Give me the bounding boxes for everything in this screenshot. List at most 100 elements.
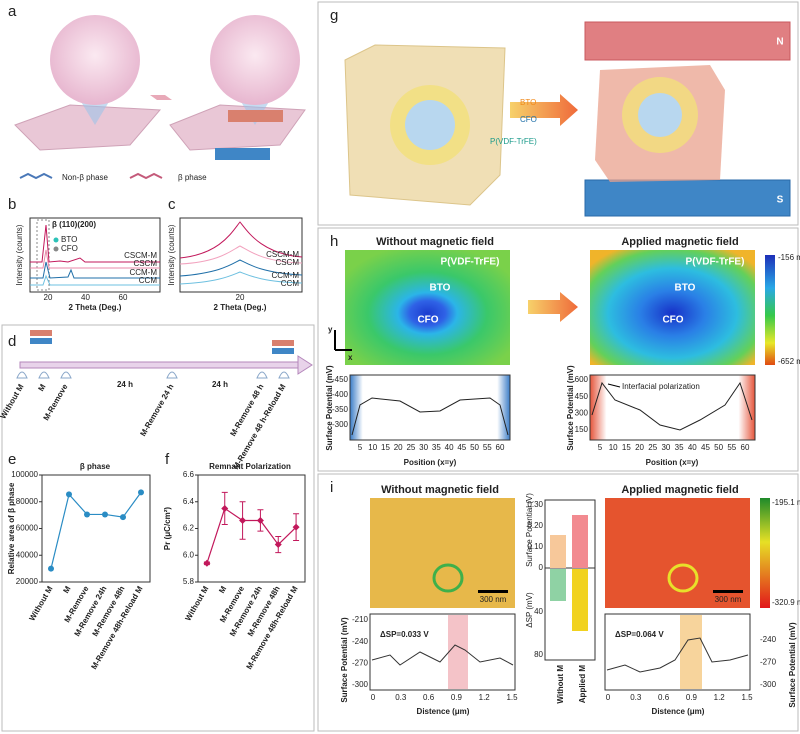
curve [179,259,303,277]
marker [203,559,211,567]
x-tick-label: 0 [371,693,376,702]
legend-marker [53,246,59,252]
marker [274,541,282,549]
map-title: Without magnetic field [376,236,494,248]
panel-label: g [330,7,338,24]
interval-label: 24 h [117,380,133,389]
x-axis-label: Distence (μm) [652,707,705,716]
x-tick-label: 45 [701,443,710,452]
plot-frame [544,499,596,661]
x-tick-label: 30 [661,443,670,452]
chart-title: β phase [80,462,111,471]
x-axis-label: 2 Theta (Deg.) [214,303,267,312]
highlight [448,615,468,689]
colorbar-label: -195.1 mV [772,498,800,507]
timeline [19,330,313,375]
map-label: CFO [662,315,683,326]
x-tick-label: 60 [741,443,750,452]
pole-label: N [776,37,783,48]
profile [591,381,753,431]
legend-label: CFO [61,244,78,253]
x-tick-label: 20 [44,293,53,302]
y-tick-label: -270 [760,658,777,667]
chart-title: Remnant Polarization [209,462,291,471]
highlight [680,615,702,689]
series-label: CSCM-M [124,251,157,260]
marker [292,523,300,531]
series-label: CCM [139,276,158,285]
marker [84,511,90,518]
map-label: CFO [417,315,438,326]
colorbar [760,498,770,608]
y-tick-label: -210 [352,615,369,624]
map-title: Applied magnetic field [621,484,738,496]
x-tick-label: 5 [598,443,603,452]
panel-label: h [330,233,338,250]
panel-label: c [168,196,176,213]
panel-frame [317,227,799,472]
y-tick-label: -450 [332,375,349,384]
x-tick-label: 20 [236,293,245,302]
x-tick-label: 55 [483,443,492,452]
scale-label: 300 nm [715,595,742,604]
curve [179,221,303,259]
line [50,492,142,569]
panel-label: a [8,3,17,20]
timepoint [166,371,178,379]
particle [667,563,699,593]
y-axis-label: Surface Potential (V) [525,493,534,567]
layer-label: CFO [520,115,537,124]
x-tick-label: 1.5 [506,693,518,702]
annotation-arrow [607,383,621,388]
y-tick-label: 450 [575,392,589,401]
x-axis-label: Position (x=y) [404,458,457,467]
x-tick-label: 0.9 [451,693,463,702]
y-tick-label: 20000 [16,577,39,586]
panel-label: i [330,479,333,496]
x-tick-label: 15 [381,443,390,452]
highlight [36,219,50,291]
illustration [344,21,791,217]
curve [30,249,160,269]
x-tick-label: 1.2 [714,693,726,702]
annotation: ΔSP=0.033 V [380,630,429,639]
x-tick-label: 30 [419,443,428,452]
colorbar-title: Surface Potential (mV) [788,622,797,708]
series-label: CCM-M [271,271,299,280]
profile [606,637,749,673]
curve [30,261,160,279]
layer-label: P(VDF-TrFE) [490,137,537,146]
profile-frame [589,374,756,441]
y-tick-label: 600 [575,375,589,384]
arrow [528,292,578,322]
panel-frame [317,1,799,226]
colorbar-label: -652 mV [778,357,800,366]
y-tick-label: 100000 [11,470,38,479]
y-tick-label: -300 [352,680,369,689]
x-tick-label: 60 [119,293,128,302]
y-axis-label: Relative area of β phase [7,482,16,574]
y-axis-label: Surface Potential (mV) [325,365,334,451]
panel-label: b [8,196,16,213]
step-label: M-Remove 24 h [138,382,175,437]
y-tick-label: -400 [332,390,349,399]
series-label: CSCM [133,259,157,268]
colorbar-label: -320.9 mV [772,598,800,607]
timepoint [60,371,72,379]
line [206,507,297,564]
scale-label: 300 nm [480,595,507,604]
x-tick-label: M [217,584,228,595]
category-label: Without M [556,665,565,704]
legend-marker [53,237,59,243]
axes-arrows [334,330,352,351]
profile-frame [369,613,516,691]
y-tick-label: -350 [332,405,349,414]
series-label: CCM [281,279,300,288]
annotation: β (110)(200) [52,220,96,229]
plot-frame [179,217,303,293]
series-label: CSCM-M [266,250,299,259]
colorbar-label: -156 mV [778,253,800,262]
x-tick-label: 0.3 [630,693,642,702]
potential-map [345,250,510,365]
panel-frame [1,324,315,732]
